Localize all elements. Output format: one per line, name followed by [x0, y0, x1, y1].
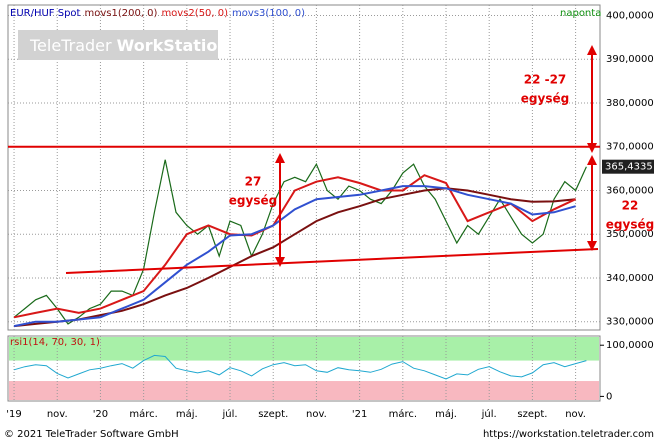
- annotation: egység: [606, 218, 654, 232]
- x-tick-label: júl.: [481, 408, 497, 420]
- annotation: 22 -27: [524, 73, 567, 87]
- frequency: naponta: [560, 8, 601, 19]
- url: https://workstation.teletrader.com: [483, 429, 654, 440]
- y-tick-label: 340,0000: [606, 273, 654, 284]
- series-line: [13, 174, 577, 319]
- y-tick-label: 380,0000: [606, 98, 654, 109]
- x-tick-label: '20: [93, 409, 108, 420]
- series-line: [13, 159, 587, 325]
- watermark: TeleTrader WorkStation: [29, 36, 229, 55]
- last-price-box: [602, 159, 654, 174]
- series-line: [13, 185, 576, 328]
- rsi-label: rsi1(14, 70, 30, 1): [10, 337, 100, 348]
- x-tick-label: márc.: [129, 408, 157, 420]
- x-tick-label: nov.: [565, 409, 586, 420]
- legend-entry: EUR/HUF Spot: [10, 8, 81, 19]
- watermark-box: [18, 30, 218, 60]
- annotation: 22: [622, 199, 639, 213]
- legend-entry: movs2(50, 0): [161, 8, 228, 19]
- x-tick-label: nov.: [47, 409, 68, 420]
- y-tick-label: 350,0000: [606, 229, 654, 240]
- x-tick-label: '19: [6, 409, 21, 420]
- x-tick-label: máj.: [435, 408, 457, 420]
- legend-entry: movs3(100, 0): [232, 8, 305, 19]
- x-tick-label: júl.: [221, 408, 237, 420]
- oversold-band: [9, 381, 599, 400]
- x-tick-label: szept.: [517, 409, 547, 420]
- annotation: egység: [521, 92, 569, 106]
- last-price-label: 365,4335: [605, 162, 653, 173]
- y-tick-label: 390,0000: [606, 54, 654, 65]
- legend-entry: movs1(200, 0): [84, 8, 157, 19]
- y-tick-label: 360,0000: [606, 185, 654, 196]
- x-tick-label: máj.: [176, 408, 198, 420]
- x-tick-label: márc.: [389, 408, 417, 420]
- y-tick-label: 400,0000: [606, 10, 654, 21]
- y-tick-label: 330,0000: [606, 317, 654, 328]
- x-tick-label: nov.: [306, 409, 327, 420]
- x-tick-label: '21: [352, 409, 367, 420]
- annotation: 27: [245, 175, 262, 189]
- y-tick-label: 100,0000: [606, 340, 654, 351]
- y-tick-label: 370,0000: [606, 142, 654, 153]
- y-tick-label: 0: [606, 391, 612, 402]
- x-tick-label: szept.: [258, 409, 288, 420]
- overbought-band: [9, 337, 599, 361]
- support-line: [65, 248, 599, 274]
- copyright: © 2021 TeleTrader Software GmbH: [4, 429, 179, 440]
- annotation: egység: [229, 194, 277, 208]
- rsi-line: [13, 354, 587, 380]
